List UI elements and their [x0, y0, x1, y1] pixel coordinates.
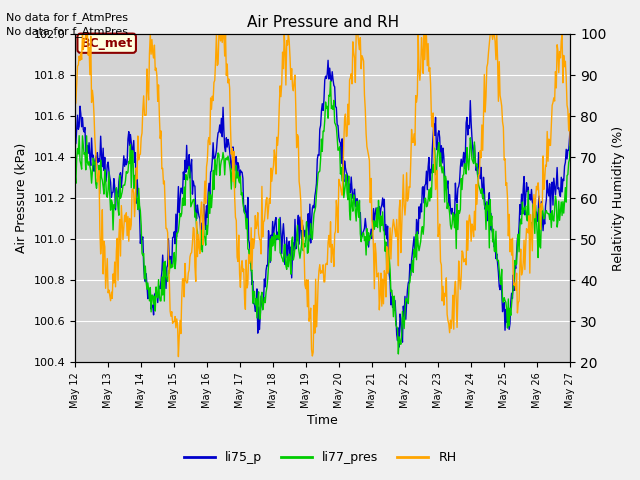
Text: No data for f_AtmPres: No data for f_AtmPres — [6, 12, 129, 23]
X-axis label: Time: Time — [307, 414, 338, 427]
Legend: li75_p, li77_pres, RH: li75_p, li77_pres, RH — [179, 446, 461, 469]
Y-axis label: Relativity Humidity (%): Relativity Humidity (%) — [612, 126, 625, 271]
Title: Air Pressure and RH: Air Pressure and RH — [246, 15, 399, 30]
Text: No data for f_AtmPres: No data for f_AtmPres — [6, 26, 129, 37]
Y-axis label: Air Pressure (kPa): Air Pressure (kPa) — [15, 143, 28, 253]
Text: BC_met: BC_met — [81, 37, 133, 50]
